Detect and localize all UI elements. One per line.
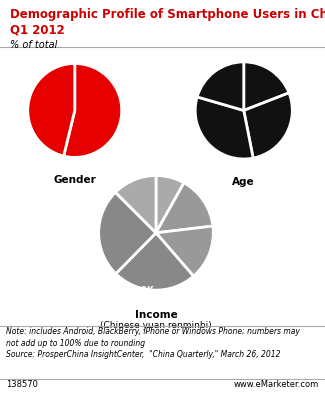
- Text: 30K-60K
15.5%: 30K-60K 15.5%: [215, 246, 256, 265]
- Wedge shape: [116, 233, 193, 290]
- Wedge shape: [156, 183, 213, 233]
- Text: 100K-200K
25.1%: 100K-200K 25.1%: [39, 223, 93, 243]
- Text: Female
46.2%: Female 46.2%: [0, 94, 23, 115]
- Wedge shape: [28, 63, 75, 156]
- Wedge shape: [64, 64, 122, 157]
- Wedge shape: [244, 62, 289, 110]
- Text: 25-34
27.8%: 25-34 27.8%: [291, 127, 322, 146]
- Wedge shape: [156, 226, 213, 276]
- Text: (Chinese yuan renminbi): (Chinese yuan renminbi): [100, 321, 212, 330]
- Text: 45-54
20.5%: 45-54 20.5%: [181, 58, 212, 78]
- Text: www.eMarketer.com: www.eMarketer.com: [233, 380, 318, 390]
- Text: Male
53.8%: Male 53.8%: [126, 106, 162, 127]
- Text: % of total: % of total: [10, 40, 57, 50]
- Text: 60K-100K
23.7%: 60K-100K 23.7%: [106, 286, 154, 306]
- Wedge shape: [115, 176, 156, 233]
- Text: 18-24
19.1%: 18-24 19.1%: [274, 57, 305, 76]
- Wedge shape: [195, 97, 253, 159]
- Wedge shape: [99, 192, 156, 274]
- Wedge shape: [156, 176, 184, 233]
- Text: 35-44
32.6%: 35-44 32.6%: [173, 137, 204, 156]
- Text: 200K+
12.5%: 200K+ 12.5%: [99, 165, 132, 184]
- Text: Income: Income: [135, 310, 177, 320]
- Wedge shape: [197, 62, 244, 110]
- Text: Note: includes Android, BlackBerry, iPhone or Windows Phone; numbers may
not add: Note: includes Android, BlackBerry, iPho…: [6, 327, 300, 359]
- Text: Demographic Profile of Smartphone Users in China,
Q1 2012: Demographic Profile of Smartphone Users …: [10, 8, 325, 37]
- Text: 8K-30K
15.0%: 8K-30K 15.0%: [208, 188, 244, 207]
- Text: Age: Age: [232, 177, 255, 187]
- Text: <8K
8.1%: <8K 8.1%: [172, 162, 197, 181]
- Text: 138570: 138570: [6, 380, 38, 390]
- Text: Gender: Gender: [53, 175, 96, 185]
- Wedge shape: [244, 93, 292, 158]
